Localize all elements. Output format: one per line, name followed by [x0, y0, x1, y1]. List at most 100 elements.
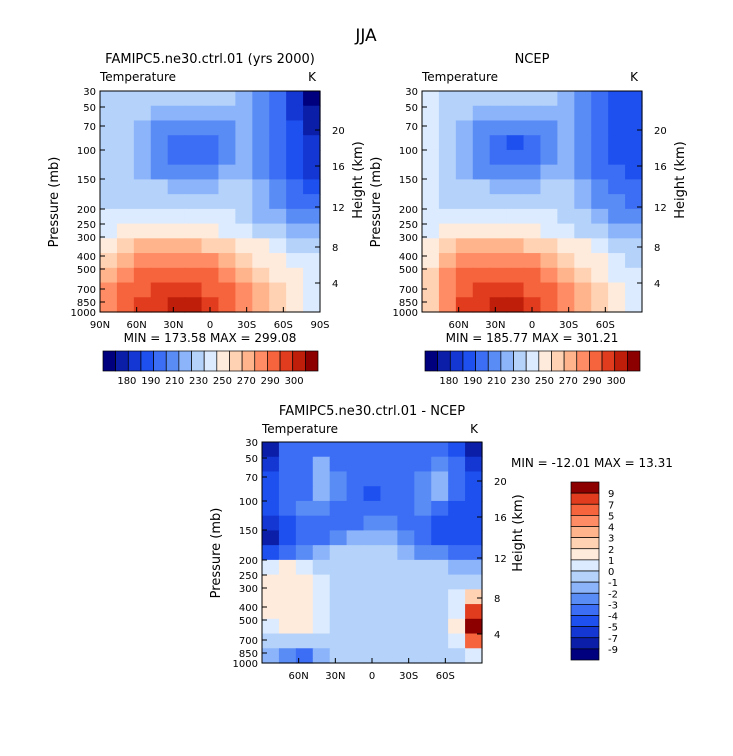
contour-cell	[269, 135, 287, 151]
contour-cell	[262, 633, 280, 649]
contour-cell	[218, 253, 236, 269]
contour-cell	[167, 120, 186, 136]
contour-cell	[329, 515, 348, 531]
contour-cell	[167, 223, 186, 239]
contour-cell	[303, 179, 321, 195]
contour-cell	[608, 238, 626, 254]
contour-cell	[116, 105, 135, 122]
contour-cell	[422, 208, 440, 225]
colorbar-swatch	[570, 481, 600, 494]
contour-cell	[591, 208, 609, 225]
height-tick-label: 4	[494, 630, 500, 641]
panel-ncep-colorbar: 180 190 210 230 250 270 290 300	[424, 350, 641, 387]
contour-cell	[303, 208, 321, 225]
contour-cell	[591, 297, 609, 313]
colorbar-swatch	[570, 581, 600, 594]
contour-cell	[591, 267, 609, 284]
contour-cell	[472, 164, 491, 180]
colorbar-swatch	[140, 350, 154, 372]
contour-cell	[455, 149, 474, 166]
contour-cell	[625, 105, 643, 122]
contour-cell	[438, 194, 457, 210]
contour-cell	[506, 282, 525, 298]
contour-cell	[312, 589, 331, 605]
contour-cell	[303, 223, 321, 239]
contour-cell	[438, 149, 457, 166]
contour-cell	[252, 164, 270, 180]
contour-cell	[472, 223, 491, 239]
y-tick-label: 200	[399, 205, 418, 216]
contour-cell	[455, 179, 474, 195]
contour-cell	[303, 267, 321, 284]
panel-diff-axes: 305070100150200250300400500700850100060N…	[233, 438, 507, 682]
contour-cell	[574, 238, 592, 254]
contour-cell	[489, 194, 508, 210]
contour-cell	[438, 91, 457, 107]
panel-model-units: K	[308, 70, 317, 84]
contour-cell	[329, 604, 348, 620]
contour-cell	[472, 120, 491, 136]
colorbar-label: 190	[463, 376, 482, 387]
contour-cell	[201, 135, 220, 151]
contour-cell	[574, 297, 592, 313]
contour-cell	[574, 208, 592, 225]
contour-cell	[262, 456, 280, 473]
y-tick-label: 1000	[233, 659, 258, 670]
contour-cell	[422, 91, 440, 107]
contour-cell	[286, 164, 304, 180]
contour-cell	[625, 238, 643, 254]
contour-cell	[329, 486, 348, 502]
panel-model-variable: Temperature	[99, 70, 176, 84]
contour-cell	[465, 559, 483, 576]
colorbar-swatch	[570, 559, 600, 572]
contour-cell	[218, 238, 236, 254]
contour-cell	[278, 515, 297, 531]
contour-cell	[523, 164, 542, 180]
contour-cell	[278, 545, 297, 561]
colorbar-swatch	[216, 350, 230, 372]
contour-cell	[329, 618, 348, 635]
contour-cell	[540, 253, 558, 269]
contour-cell	[116, 208, 135, 225]
contour-cell	[329, 559, 348, 576]
contour-cell	[295, 604, 314, 620]
contour-cell	[540, 164, 558, 180]
contour-cell	[397, 530, 415, 546]
contour-cell	[422, 149, 440, 166]
contour-cell	[363, 618, 382, 635]
y-tick-label: 250	[77, 220, 96, 231]
colorbar-swatch	[538, 350, 552, 372]
colorbar-swatch	[178, 350, 192, 372]
contour-cell	[422, 164, 440, 180]
contour-cell	[625, 164, 643, 180]
contour-cell	[184, 267, 203, 284]
y-tick-label: 50	[405, 103, 418, 114]
contour-cell	[523, 297, 542, 313]
contour-cell	[422, 297, 440, 313]
contour-cell	[100, 149, 118, 166]
contour-cell	[346, 633, 365, 649]
contour-cell	[380, 559, 398, 576]
contour-cell	[574, 135, 592, 151]
contour-cell	[465, 545, 483, 561]
contour-cell	[184, 149, 203, 166]
contour-cell	[269, 297, 287, 313]
contour-cell	[414, 471, 432, 487]
contour-cell	[431, 545, 449, 561]
contour-cell	[506, 120, 525, 136]
contour-cell	[431, 530, 449, 546]
contour-cell	[540, 149, 558, 166]
height-tick-label: 20	[332, 126, 345, 137]
contour-cell	[465, 574, 483, 590]
colorbar-label: 230	[189, 376, 208, 387]
contour-cell	[489, 179, 508, 195]
contour-cell	[262, 530, 280, 546]
contour-cell	[591, 194, 609, 210]
contour-cell	[363, 589, 382, 605]
colorbar-label: 1	[608, 556, 614, 567]
colorbar-swatch	[570, 648, 600, 661]
colorbar-swatch	[127, 350, 142, 372]
contour-cell	[312, 515, 331, 531]
contour-cell	[438, 253, 457, 269]
height-tick-label: 8	[654, 243, 660, 254]
